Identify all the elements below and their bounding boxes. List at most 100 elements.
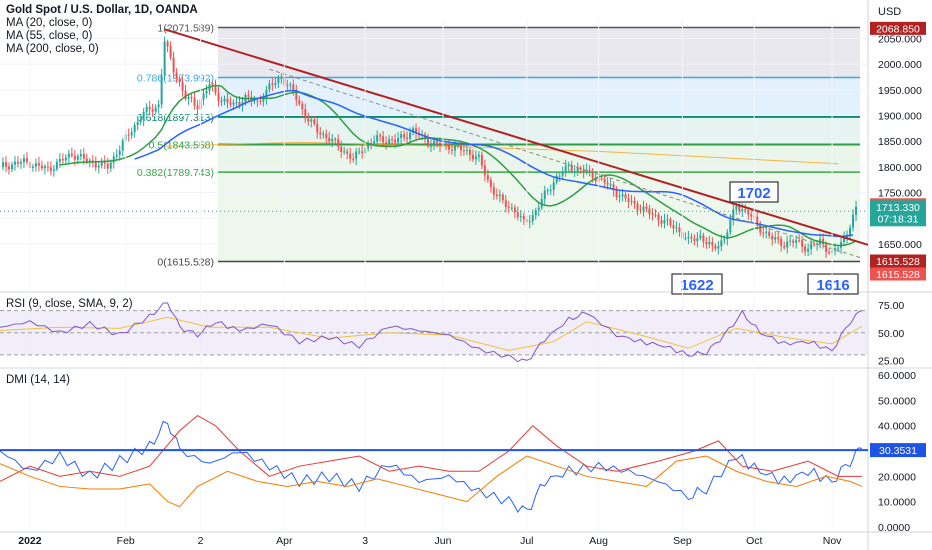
candle-body [31,166,34,168]
candle-body [600,178,603,180]
chart-legend: Gold Spot / U.S. Dollar, 1D, OANDA MA (2… [6,4,198,56]
candle-body [187,96,190,99]
fib-zone [218,77,860,117]
candle-body [223,98,226,102]
candle-body [34,163,37,167]
candle-body [663,219,666,224]
candle-body [340,146,343,153]
candle-body [61,159,64,161]
candle-body [10,164,13,170]
candle-body [582,169,585,173]
candle-body [73,155,76,160]
candle-body [259,100,262,102]
candle-body [286,84,289,86]
candle-body [337,139,340,147]
candle-body [789,240,792,242]
candle-body [621,194,624,197]
candle-body [49,167,52,171]
candle-body [97,165,100,168]
candle-body [376,135,379,142]
fib-level-label: 1(2071.589) [157,22,214,34]
candle-body [678,227,681,233]
candle-body [636,203,639,211]
ma200-legend: MA (200, close, 0) [6,43,99,55]
candle-body [325,133,328,138]
dmi-y-tick: 60.0000 [878,370,916,382]
candle-body [157,104,160,108]
candle-body [690,236,693,239]
candle-body [100,161,103,166]
candle-body [88,160,91,162]
candle-body [609,184,612,186]
candle-body [319,132,322,135]
price-tag [870,21,926,35]
candle-body [732,209,735,220]
candle-body [220,100,223,102]
candle-body [450,149,453,151]
candle-body [43,166,46,169]
candle-body [211,83,214,85]
candle-body [268,83,271,90]
candle-body [316,123,319,133]
candle-body [403,134,406,138]
candle-body [774,237,777,240]
candle-body [331,139,334,142]
candle-body [64,157,67,161]
candle-body [310,119,313,122]
candle-body [46,166,49,168]
candle-body [741,209,744,212]
candle-body [549,189,552,191]
candle-body [537,207,540,211]
candle-body [723,239,726,241]
candle-body [130,132,133,136]
candle-body [190,96,193,98]
candle-body [13,161,16,165]
candle-body [852,214,855,228]
candle-body [666,219,669,221]
y-tick-label: 1950.000 [878,85,922,97]
candle-body [444,144,447,146]
candle-body [528,221,531,223]
rsi-y-tick: 25.00 [878,355,904,367]
candle-body [456,145,459,147]
candle-body [672,225,675,229]
candle-body [522,216,525,220]
candle-body [501,194,504,201]
candle-body [328,137,331,142]
candle-body [645,206,648,209]
candle-body [822,239,825,245]
candle-body [106,163,109,169]
x-tick-label: Nov [823,535,842,547]
candle-body [780,238,783,246]
candle-body [160,75,163,105]
price-tag-label: 1615.528 [876,269,920,281]
candle-body [352,158,355,160]
candle-body [295,90,298,101]
candle-body [151,109,154,112]
candle-body [687,236,690,239]
candle-body [196,105,199,110]
candle-body [373,141,376,144]
candle-body [801,240,804,247]
candle-body [786,241,789,248]
candle-body [343,151,346,153]
candle-body [486,175,489,180]
price-tag [870,200,926,227]
candle-body [603,178,606,183]
candle-body [660,220,663,224]
candle-body [172,57,175,73]
candle-body [70,153,73,156]
candle-body [711,242,714,246]
candle-body [612,184,615,191]
candle-body [79,153,82,157]
candle-body [232,102,235,105]
candle-body [40,165,43,169]
candle-body [7,166,10,170]
rsi-line [0,302,863,363]
candle-body [136,122,139,126]
ma55-legend: MA (55, close, 0) [6,30,93,42]
x-tick-label: Feb [117,535,135,547]
ma200-line [164,141,839,165]
candle-body [585,169,588,173]
